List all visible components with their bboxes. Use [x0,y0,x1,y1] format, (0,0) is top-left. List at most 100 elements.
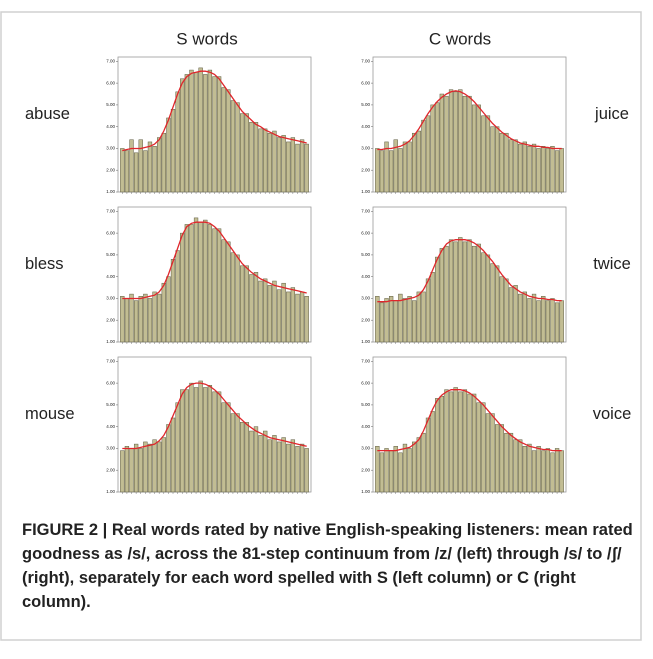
bar [235,102,240,193]
bar [189,69,194,193]
bar [416,437,421,493]
caption: FIGURE 2 | Real words rated by native En… [22,521,633,611]
bar [531,450,537,493]
bar [471,245,477,343]
bar [518,439,523,493]
bar [490,413,495,493]
y-tick-label: 3.00 [106,296,115,301]
bar [384,448,389,493]
bar [295,446,300,493]
y-tick-label: 4.00 [106,424,115,429]
column-header: C words [429,29,491,48]
bar [290,439,296,493]
bar [226,241,231,343]
bar [388,296,394,343]
y-tick-label: 5.00 [361,402,370,407]
bar [444,245,449,343]
bar [527,298,532,343]
bar [508,287,514,343]
bar [189,224,194,343]
bar [152,146,157,193]
bar [170,417,176,493]
y-tick-label: 1.00 [361,189,370,194]
bar [240,113,245,193]
y-tick-label: 1.00 [361,489,370,494]
bar [193,387,199,493]
bar [184,224,189,343]
y-tick-label: 5.00 [361,252,370,257]
bar [161,132,166,193]
bar [281,437,286,493]
bar [490,126,495,193]
fit-line [122,221,307,300]
column-header: S words [176,29,237,48]
bar [398,452,403,493]
bar [439,248,444,343]
bar [249,274,254,343]
bar [304,296,309,343]
bar [286,291,291,343]
bar [180,232,185,343]
bar [527,146,532,193]
word-label: twice [593,255,631,273]
bar [143,150,148,193]
bar [240,422,245,493]
bar [203,74,208,193]
bar [508,139,514,193]
y-tick-label: 6.00 [361,380,370,385]
bar [407,141,412,193]
figure-frame [0,11,642,641]
y-tick-label: 3.00 [361,296,370,301]
word-label: bless [25,255,64,273]
bar [216,391,222,493]
y-tick-label: 7.00 [106,359,115,364]
bar [138,448,143,493]
bar [379,302,385,343]
bar [554,302,560,343]
bar [435,398,440,493]
bar [221,87,226,193]
y-tick-label: 4.00 [361,124,370,129]
bar [147,443,153,493]
bar [467,239,472,343]
bar [421,119,426,193]
bar [448,89,454,193]
bar [249,122,254,193]
bar [375,296,380,343]
y-tick-label: 7.00 [361,59,370,64]
bar [299,291,305,343]
bar [290,137,296,193]
bar [235,413,240,493]
bar [522,141,527,193]
bar [184,389,189,493]
y-tick-label: 6.00 [106,380,115,385]
bar [425,115,431,193]
fit-line [122,382,307,450]
bar [554,150,560,193]
bar [207,69,213,193]
bar [513,139,518,193]
bar [193,71,199,193]
bar [267,132,272,193]
bar [203,219,208,343]
bar [425,278,431,343]
bar [375,148,380,193]
bar [536,446,541,493]
bar [550,298,555,343]
bar [388,450,394,493]
bar [253,122,259,193]
bar [226,89,231,193]
bar [276,289,282,343]
bar [536,300,541,343]
y-tick-label: 5.00 [106,102,115,107]
bar [527,443,532,493]
bar [286,443,291,493]
bar [133,152,139,193]
bar [430,104,435,193]
bar [485,413,491,493]
bar [276,137,282,193]
bar [508,432,514,493]
bar [198,67,203,193]
bar [453,91,458,193]
bar [476,104,481,193]
